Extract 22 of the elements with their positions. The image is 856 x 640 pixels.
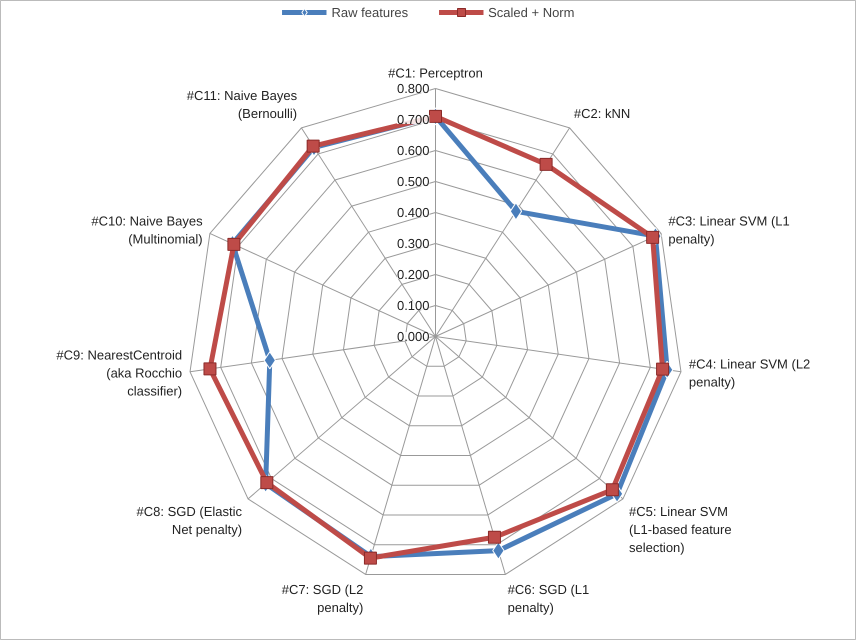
y-tick-label: 0.200 (396, 267, 430, 282)
spoke-label: #C3: Linear SVM (L1 penalty) (668, 214, 790, 247)
y-tick-label: 0.500 (396, 174, 430, 189)
spoke-label: #C5: Linear SVM (L1-based feature selection) (628, 504, 732, 556)
spoke-label: #C2: kNN (574, 106, 630, 122)
y-tick-label: 0.600 (396, 143, 430, 158)
spoke-label: #C6: SGD (L1 penalty) (508, 582, 590, 616)
spoke-label: #C4: Linear SVM (L2 penalty) (688, 356, 810, 390)
y-tick-label: 0.800 (396, 81, 430, 96)
spoke-label: #C1: Perceptron (388, 66, 483, 80)
spoke-label: #C9: NearestCentroid (aka Rocchio classifier) (56, 347, 182, 398)
legend-label: Raw features (332, 4, 408, 20)
spoke-label: #C11: Naive Bayes (Bernoulli) (186, 88, 298, 122)
spoke-label: #C10: Naive Bayes (Multinomial) (91, 214, 204, 247)
spoke-label: #C8: SGD (Elastic Net penalty) (136, 504, 243, 538)
y-tick-label: 0.700 (396, 112, 430, 127)
y-tick-label: 0.400 (396, 205, 430, 220)
y-tick-label: 0.000 (396, 329, 430, 344)
y-tick-label: 0.300 (396, 236, 430, 251)
legend-label: Scaled + Norm (488, 4, 574, 20)
spoke-label: #C7: SGD (L2 penalty) (282, 582, 364, 616)
y-tick-label: 0.100 (396, 298, 430, 313)
